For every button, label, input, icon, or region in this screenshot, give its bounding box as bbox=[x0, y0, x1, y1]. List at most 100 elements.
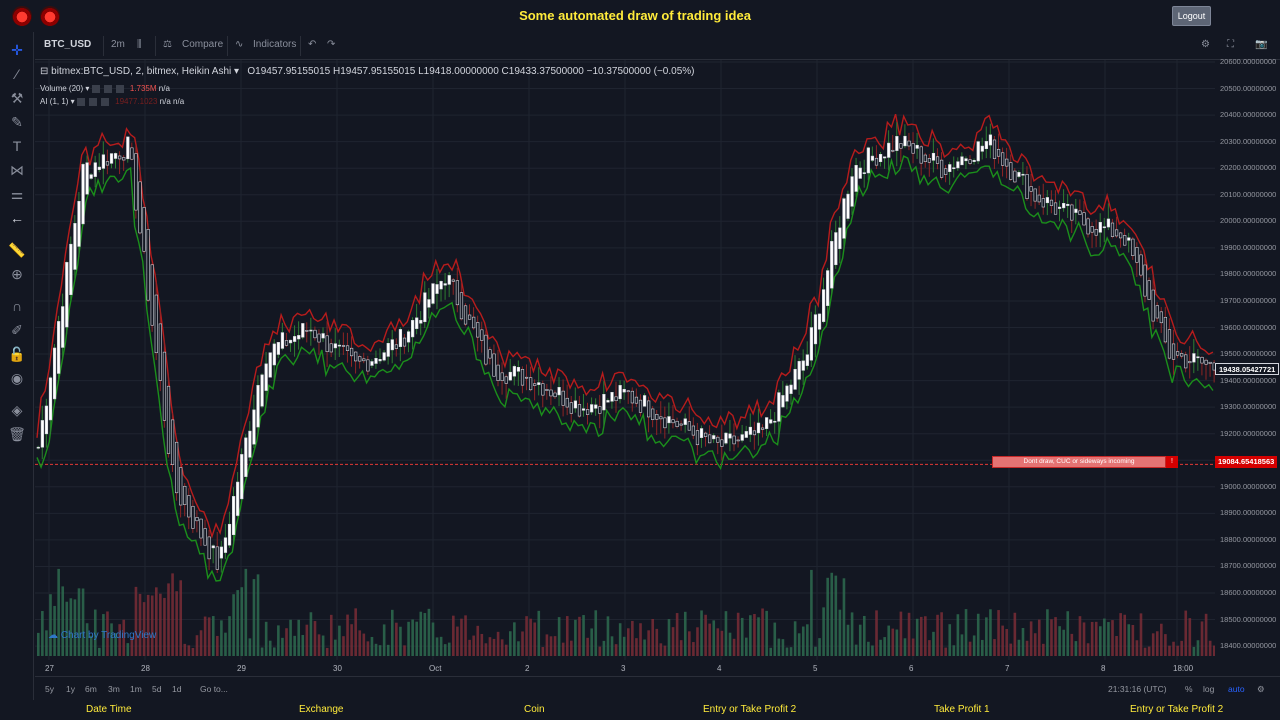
candles bbox=[36, 122, 1215, 574]
volume-bar bbox=[557, 617, 561, 656]
volume-bar bbox=[325, 647, 329, 656]
legend-symbol[interactable]: bitmex:BTC_USD, 2, bitmex, Heikin Ashi bbox=[51, 66, 232, 77]
candle-body bbox=[175, 441, 179, 494]
redo-icon[interactable]: ↷ bbox=[327, 39, 336, 50]
fullscreen-icon[interactable]: ⛶ bbox=[1227, 39, 1234, 50]
volume-bar bbox=[757, 617, 760, 656]
tradingview-watermark[interactable]: ☁ Chart by TradingView bbox=[48, 630, 156, 641]
trash-icon[interactable]: 🗑 bbox=[8, 426, 26, 442]
undo-icon[interactable]: ↶ bbox=[308, 39, 317, 50]
goto-button[interactable]: Go to... bbox=[200, 684, 228, 694]
footer-labels: Date Time Exchange Coin Entry or Take Pr… bbox=[0, 700, 1280, 720]
candle-body bbox=[1106, 218, 1111, 228]
symbol-selector[interactable]: BTC_USD bbox=[44, 39, 92, 50]
candle-body bbox=[402, 337, 407, 347]
compare-button[interactable]: Compare bbox=[182, 39, 224, 50]
arrow-left-icon[interactable]: ← bbox=[10, 210, 24, 226]
ai-label[interactable]: AI (1, 1) bbox=[40, 97, 69, 106]
volume-bar bbox=[305, 624, 309, 656]
percent-toggle[interactable]: % bbox=[1185, 684, 1193, 694]
fib-icon[interactable]: ⚒ bbox=[10, 90, 24, 106]
volume-bar bbox=[570, 640, 573, 656]
volume-bar bbox=[1082, 622, 1086, 656]
candle-body bbox=[854, 165, 858, 192]
candle-body bbox=[1114, 229, 1119, 237]
volume-label[interactable]: Volume (20) bbox=[40, 84, 84, 93]
candle-body bbox=[699, 428, 704, 438]
volume-bar bbox=[187, 645, 191, 656]
volume-bar bbox=[163, 597, 166, 656]
timeframe-1y[interactable]: 1y bbox=[66, 684, 75, 694]
log-toggle[interactable]: log bbox=[1203, 684, 1215, 694]
price-axis-label: 18600.00000000 bbox=[1220, 588, 1277, 597]
timeframe-5d[interactable]: 5d bbox=[152, 684, 162, 694]
utc-clock[interactable]: 21:31:16 (UTC) bbox=[1108, 684, 1167, 694]
ruler-icon[interactable]: 📏 bbox=[8, 242, 26, 258]
candle-body bbox=[960, 156, 964, 166]
legend-low: L19418.00000000 bbox=[418, 66, 499, 77]
text-icon[interactable]: T bbox=[12, 138, 22, 154]
settings-icon[interactable]: ⚙ bbox=[1201, 39, 1210, 50]
candle-body bbox=[1090, 226, 1094, 233]
volume-bar bbox=[1168, 645, 1171, 656]
eye-icon[interactable]: ◉ bbox=[10, 370, 24, 386]
chart-type-icon[interactable]: ⫼ bbox=[137, 39, 142, 50]
candle-body bbox=[850, 176, 854, 207]
volume-bar bbox=[529, 618, 532, 656]
auto-toggle[interactable]: auto bbox=[1228, 684, 1245, 694]
candle-body bbox=[1127, 237, 1131, 241]
magnet-icon[interactable]: ∩ bbox=[11, 298, 23, 314]
volume-bar bbox=[329, 614, 333, 656]
logout-button[interactable]: Logout bbox=[1172, 6, 1211, 26]
volume-bar bbox=[1058, 626, 1061, 656]
volume-bar bbox=[976, 613, 980, 656]
interval-selector[interactable]: 2m bbox=[111, 39, 125, 50]
ai-na-2: n/a bbox=[173, 97, 185, 106]
indicators-icon: ∿ bbox=[235, 39, 244, 50]
volume-bar bbox=[1111, 620, 1114, 656]
timeframe-1d[interactable]: 1d bbox=[172, 684, 182, 694]
volume-bar bbox=[887, 625, 891, 656]
volume-bar bbox=[301, 634, 305, 656]
volume-bar bbox=[598, 646, 602, 656]
trendline-icon[interactable]: ⁄ bbox=[15, 66, 19, 82]
annotation-flag[interactable]: ! bbox=[1166, 456, 1178, 468]
crosshair-icon[interactable]: ✛ bbox=[11, 42, 23, 58]
snapshot-icon[interactable]: 📷 bbox=[1255, 39, 1268, 50]
candle-body bbox=[923, 154, 927, 162]
price-chart[interactable] bbox=[35, 60, 1215, 660]
volume-bar bbox=[321, 635, 325, 656]
volume-bar bbox=[826, 577, 829, 656]
candle-body bbox=[272, 343, 276, 366]
candle-body bbox=[1200, 356, 1204, 364]
timeframe-5y[interactable]: 5y bbox=[45, 684, 54, 694]
chart-settings-icon[interactable]: ⚙ bbox=[1257, 684, 1265, 694]
volume-bar bbox=[545, 634, 549, 656]
candle-body bbox=[162, 351, 167, 421]
volume-bar bbox=[777, 638, 781, 656]
volume-bar bbox=[1094, 621, 1098, 656]
candle-body bbox=[883, 156, 887, 159]
timeframe-6m[interactable]: 6m bbox=[85, 684, 97, 694]
indicators-button[interactable]: Indicators bbox=[253, 39, 297, 50]
layers-icon[interactable]: ◈ bbox=[11, 402, 23, 418]
brush-icon[interactable]: ✎ bbox=[11, 114, 23, 130]
timeframe-3m[interactable]: 3m bbox=[108, 684, 120, 694]
volume-bar bbox=[1005, 629, 1009, 656]
collapse-icon[interactable]: ⊟ bbox=[40, 66, 49, 77]
zoom-icon[interactable]: ⊕ bbox=[11, 266, 23, 282]
candle-body bbox=[1025, 174, 1029, 199]
volume-bar bbox=[191, 647, 195, 656]
candle-body bbox=[508, 371, 512, 381]
prediction-icon[interactable]: ⚌ bbox=[10, 186, 24, 202]
lock-icon[interactable]: 🔓 bbox=[8, 346, 26, 362]
lock-drawing-icon[interactable]: ✐ bbox=[11, 322, 23, 338]
cloud-icon: ☁ bbox=[48, 630, 58, 641]
timeframe-1m[interactable]: 1m bbox=[130, 684, 142, 694]
volume-bar bbox=[411, 619, 414, 656]
volume-bar bbox=[936, 614, 939, 656]
candle-body bbox=[1102, 226, 1106, 229]
idea-annotation[interactable]: Dont draw, CUC or sideways incoming bbox=[992, 456, 1166, 468]
pattern-icon[interactable]: ⋈ bbox=[10, 162, 24, 178]
volume-bar bbox=[1204, 613, 1208, 656]
